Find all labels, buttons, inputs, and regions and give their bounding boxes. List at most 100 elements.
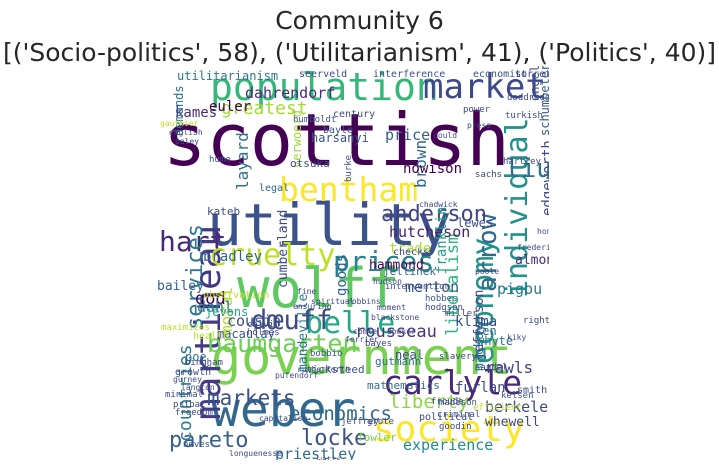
word-hammond: hammond xyxy=(369,258,424,273)
word-lewes: lewes xyxy=(457,216,494,230)
word-market: market xyxy=(423,67,546,107)
word-english: english xyxy=(169,128,203,137)
word-chadwick: chadwick xyxy=(419,200,458,209)
word-dahl: dahl xyxy=(197,298,234,316)
word-greatest: greatest xyxy=(221,98,308,119)
word-burke: burke xyxy=(344,154,354,182)
word-howison: howison xyxy=(403,161,463,177)
word-bayle: bayle xyxy=(323,125,354,136)
word-pribac: pribac xyxy=(173,400,206,410)
word-liberty: liberty xyxy=(389,391,470,413)
word-spiritual: spiritual xyxy=(311,297,355,306)
word-belle: belle xyxy=(305,306,396,341)
word-moment: moment xyxy=(377,303,406,312)
word-franklin: franklin xyxy=(434,206,450,274)
word-growth: growth xyxy=(175,367,212,378)
word-ferrier: ferrier xyxy=(345,335,379,344)
word-fowler: fowler xyxy=(357,431,397,444)
word-kames: kames xyxy=(175,105,218,121)
word-cloud: scottish utility wolff government weber … xyxy=(155,66,549,460)
word-doddridge: doddridge xyxy=(507,93,549,103)
word-dowker: dowker xyxy=(387,327,416,336)
word-price: price xyxy=(385,126,431,144)
word-whyte: whyte xyxy=(477,334,514,348)
word-health: health xyxy=(193,331,230,342)
word-wolff: wolff xyxy=(237,257,400,320)
word-bingham: bingham xyxy=(185,358,223,368)
word-political: political xyxy=(419,412,474,423)
word-maximizes: maximizes xyxy=(161,323,210,333)
word-liu: liu xyxy=(505,154,549,184)
word-klima: klima xyxy=(455,314,498,330)
word-ensuring: ensuring xyxy=(293,302,332,311)
word-le: le xyxy=(201,363,212,373)
word-turkish: turkish xyxy=(505,111,543,121)
word-pigou: pigou xyxy=(497,280,543,298)
word-layard: layard xyxy=(233,132,252,190)
word-hume: hume xyxy=(209,155,231,165)
word-almond: almond xyxy=(515,253,549,268)
word-sandel: sandel xyxy=(475,363,508,373)
word-comte: comte xyxy=(353,327,378,336)
word-kateb: kateb xyxy=(207,205,241,218)
word-jellinek: jellinek xyxy=(383,265,436,278)
word-priestley: priestley xyxy=(275,445,357,461)
word-poe: poe xyxy=(185,350,207,364)
word-sen: sen xyxy=(475,324,497,338)
word-edgeworth: edgeworth xyxy=(540,140,549,216)
word-merton: merton xyxy=(405,278,460,296)
word-goods: goods xyxy=(334,253,350,296)
word-gutmann: gutmann xyxy=(375,355,422,368)
word-longuenesse: longuenesse xyxy=(229,449,282,458)
word-calvin: calvin xyxy=(247,320,280,330)
word-rutherforth: rutherforth xyxy=(297,365,350,374)
word-bentham: bentham xyxy=(279,170,419,209)
word-bobbio: bobbio xyxy=(310,349,343,359)
word-could: could xyxy=(433,131,458,140)
word-interference: interference xyxy=(373,69,446,80)
word-torretti: torretti xyxy=(515,69,549,80)
word-hodgson: hodgson xyxy=(425,303,463,313)
word-otsuka: otsuka xyxy=(290,157,330,170)
word-kelsen: kelsen xyxy=(501,391,534,401)
word-watts: watts xyxy=(317,455,342,461)
word-macaulay: macaulay xyxy=(217,327,275,341)
word-seerveld: seerveld xyxy=(299,69,348,80)
word-power: power xyxy=(463,105,491,115)
word-bailey: bailey xyxy=(157,279,204,294)
word-government: government xyxy=(211,328,513,386)
word-cousin: cousin xyxy=(227,312,282,330)
word-economics: economics xyxy=(289,403,392,425)
word-froude: froude xyxy=(431,397,464,407)
word-experience: experience xyxy=(403,436,494,454)
word-observation: observation xyxy=(203,290,270,301)
word-kiky: kiky xyxy=(507,333,527,342)
word-paley: paley xyxy=(175,137,200,146)
word-markets: markets xyxy=(207,386,296,410)
word-locke: locke xyxy=(301,426,368,451)
word-fine: fine xyxy=(297,287,317,296)
word-hobbes: hobbes xyxy=(425,294,458,304)
word-capitalism: capitalism xyxy=(259,414,308,423)
word-jevons: jevons xyxy=(205,305,249,319)
word-press: press xyxy=(467,121,492,130)
word-hudson: hudson xyxy=(373,277,402,286)
word-efficient: efficient xyxy=(473,403,522,413)
word-mathematics: mathematics xyxy=(367,379,440,392)
word-holmes: holmes xyxy=(247,328,280,338)
word-whewell: whewell xyxy=(485,415,540,430)
word-utilitarianism: utilitarianism xyxy=(177,69,279,83)
word-smith: smith xyxy=(517,385,548,396)
figure-subtitle: [('Socio-politics', 58), ('Utilitarianis… xyxy=(2,38,717,67)
word-gurney: gurney xyxy=(173,375,202,384)
word-rawls: rawls xyxy=(485,358,534,377)
word-bradley: bradley xyxy=(203,249,263,265)
word-weber: weber xyxy=(211,382,356,438)
word-intervention: intervention xyxy=(385,282,451,292)
word-gauthier: gauthier xyxy=(160,119,199,128)
word-scottish: scottish xyxy=(163,98,510,182)
word-robbins: robbins xyxy=(347,297,381,306)
word-hart: hart xyxy=(159,225,227,258)
word-grote: grote xyxy=(367,417,395,427)
word-humboldt: humboldt xyxy=(293,115,337,125)
